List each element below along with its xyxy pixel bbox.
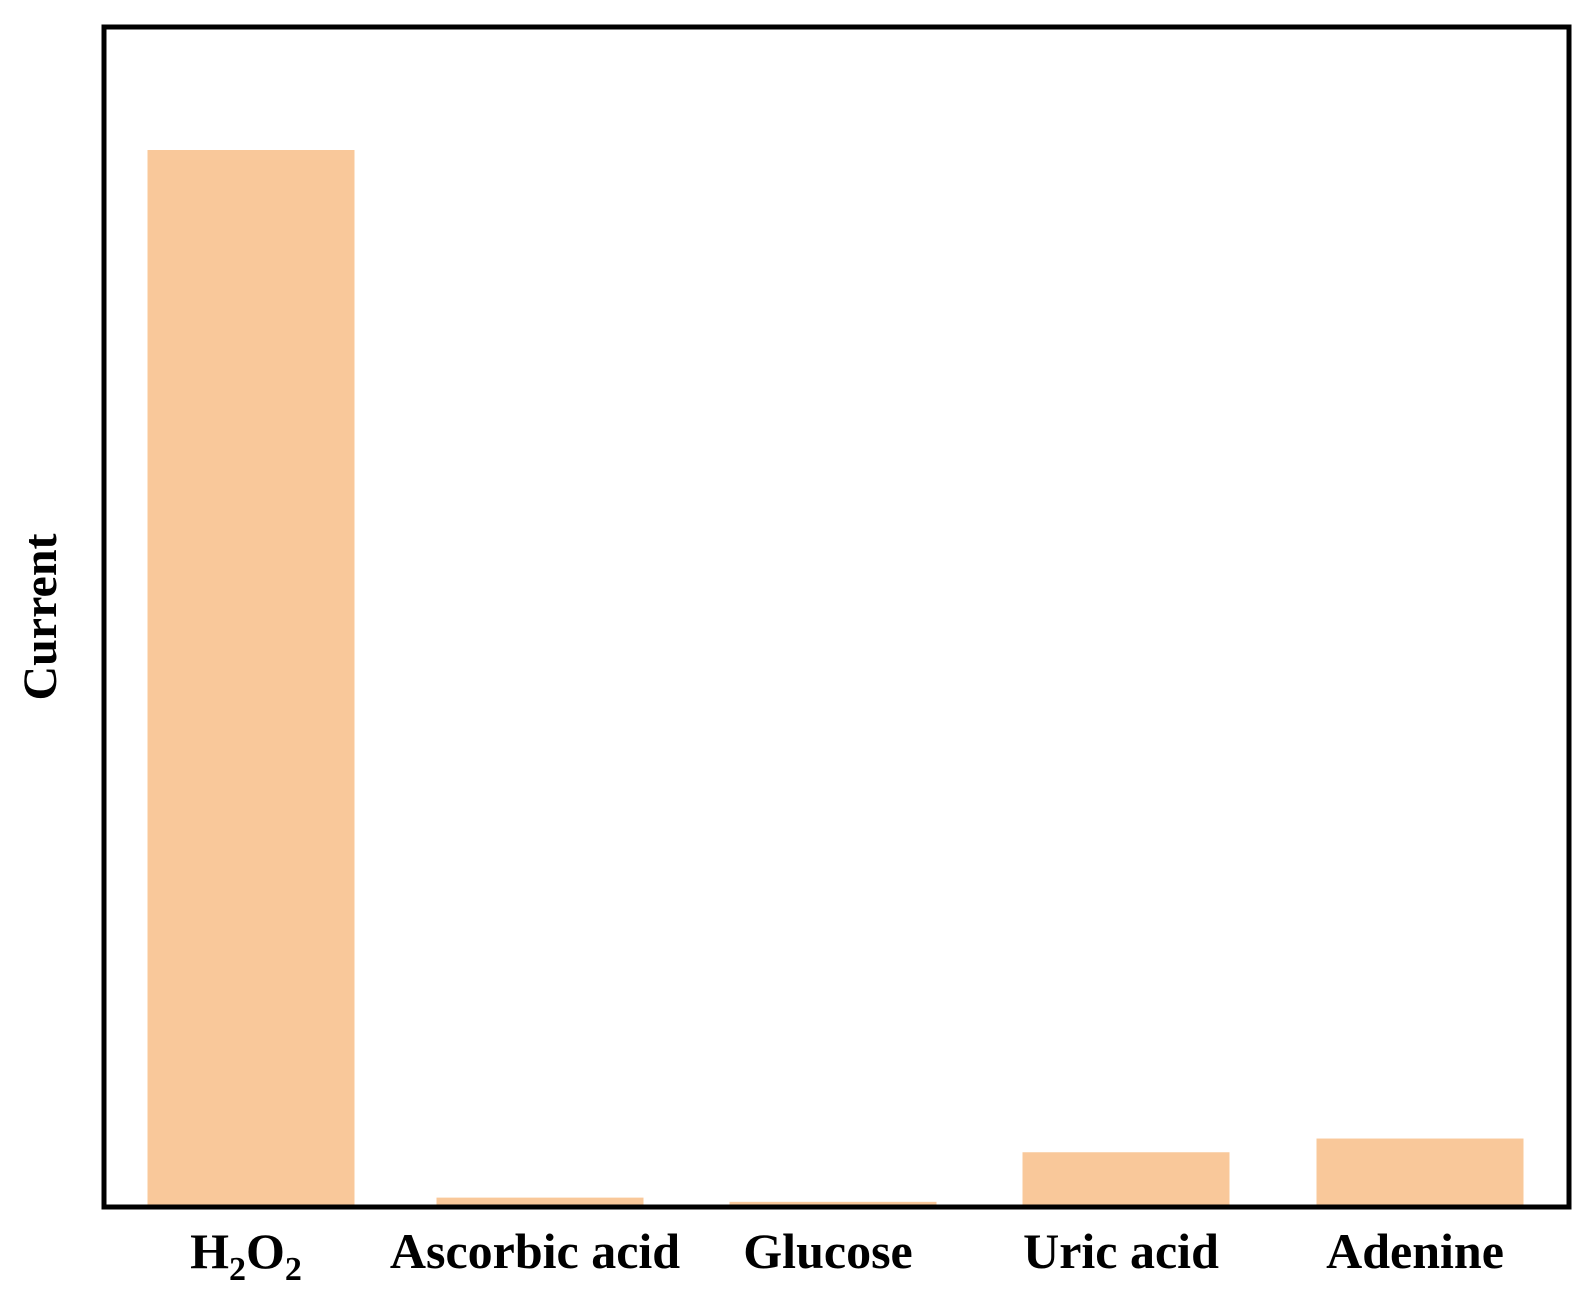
plot-frame xyxy=(101,24,1572,1210)
bar-glucose xyxy=(729,1201,937,1205)
bar-uric-acid xyxy=(1022,1152,1230,1205)
bar-adenine xyxy=(1316,1138,1524,1205)
x-tick-label-ascorbic-acid: Ascorbic acid xyxy=(390,1223,680,1279)
x-tick-label-glucose: Glucose xyxy=(743,1223,912,1279)
bar-h2o2 xyxy=(147,150,355,1205)
bar-ascorbic-acid xyxy=(436,1197,644,1205)
x-tick-label-adenine: Adenine xyxy=(1326,1223,1504,1279)
bars-group xyxy=(147,150,1524,1205)
x-tick-label-h2o2: H2O2 xyxy=(190,1223,302,1288)
y-axis-label: Current xyxy=(14,533,67,700)
x-tick-label-uric-acid: Uric acid xyxy=(1023,1223,1219,1279)
x-tick-labels: H2O2 Ascorbic acid Glucose Uric acid Adenine xyxy=(190,1223,1504,1288)
